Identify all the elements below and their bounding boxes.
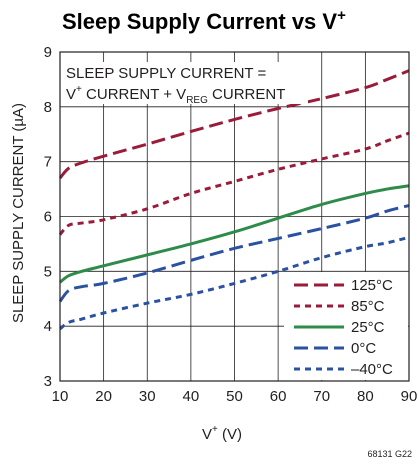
series-line-4 [59,235,410,331]
x-tick-label: 40 [183,388,200,405]
y-tick-label: 3 [44,373,52,390]
chart-title: Sleep Supply Current vs V+ [62,7,346,34]
annotation-mid: CURRENT + V [82,86,186,103]
x-axis-label: V+ (V) [202,424,242,443]
annotation-line-2: V+ CURRENT + VREG CURRENT [66,84,285,106]
x-axis-label-unit: (V) [218,426,242,443]
y-tick-label: 8 [44,99,52,116]
series-line-1 [58,131,410,236]
x-axis-label-v: V [202,426,212,443]
series-lines [58,69,410,331]
y-tick-label: 9 [44,44,52,61]
x-tick-label: 50 [226,388,243,405]
x-tick-label: 70 [313,388,330,405]
y-tick-label: 4 [44,318,52,335]
x-axis-label-sup: + [212,424,218,435]
y-tick-label: 6 [44,209,52,226]
x-tick-label: 90 [401,388,418,405]
x-tick-label: 20 [95,388,112,405]
x-tick-label: 60 [270,388,287,405]
series-line-0 [58,69,410,180]
chart-title-main: Sleep Supply Current vs V [62,9,337,34]
y-axis-label: SLEEP SUPPLY CURRENT (µA) [10,103,27,323]
annotation-v: V [66,86,76,103]
annotation-v-sup: + [76,84,82,95]
legend-label-3: 0°C [351,340,376,357]
series-line-3 [58,204,410,303]
series-line-2 [59,184,410,284]
annotation-reg-sub: REG [186,95,208,106]
legend-label-4: –40°C [351,361,393,378]
annotation-box [60,62,308,104]
figure-id: 68131 G22 [367,449,412,459]
grid [60,52,409,381]
x-tick-label: 30 [139,388,156,405]
legend-label-2: 25°C [351,319,385,336]
annotation-line-1: SLEEP SUPPLY CURRENT = [66,65,266,82]
y-tick-label: 5 [44,263,52,280]
legend: 125°C 85°C 25°C 0°C –40°C [294,277,393,378]
legend-label-1: 85°C [351,298,385,315]
plot-frame [59,51,410,382]
y-tick-label: 7 [44,154,52,171]
x-tick-label: 10 [52,388,69,405]
legend-label-0: 125°C [351,277,393,294]
x-tick-label: 80 [357,388,374,405]
tick-labels: 10 20 30 40 50 60 70 80 90 3 4 5 6 7 8 9 [44,44,418,405]
annotation-end: CURRENT [208,86,286,103]
chart-title-superscript: + [337,7,346,24]
